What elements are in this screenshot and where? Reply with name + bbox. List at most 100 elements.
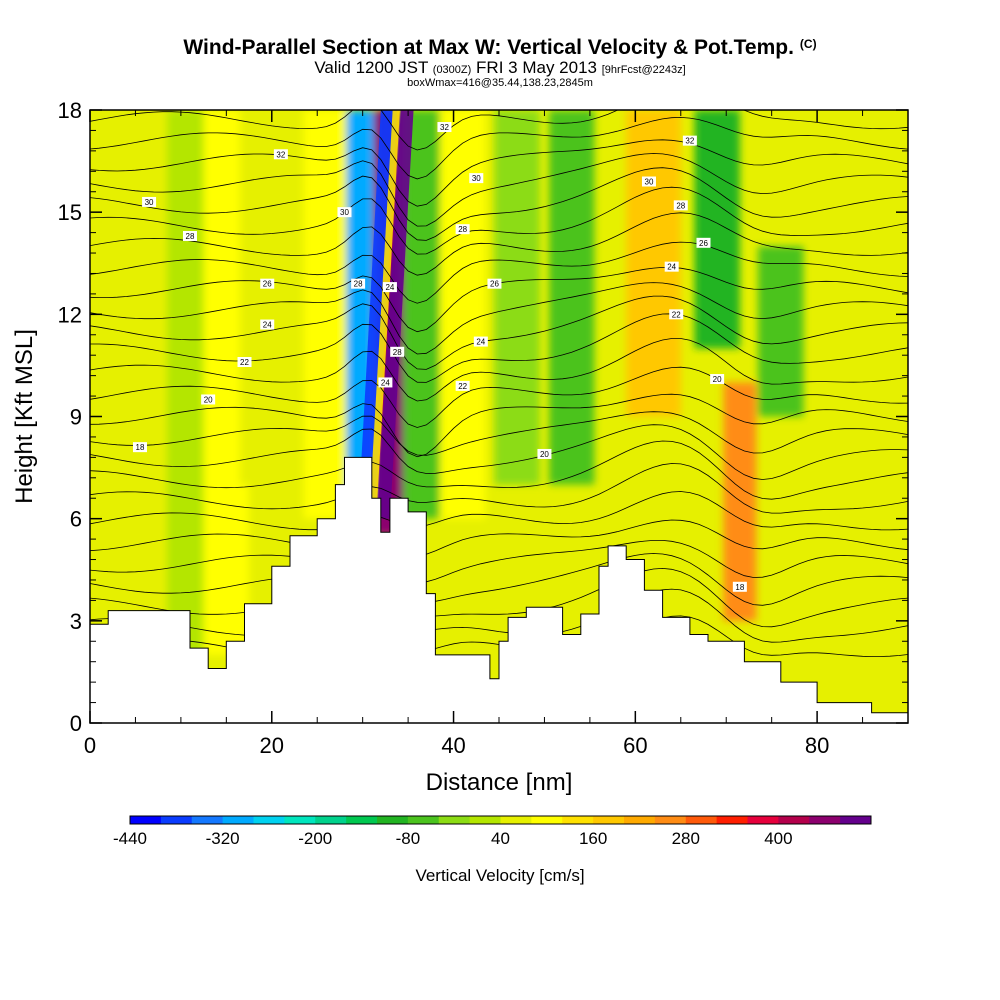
chart-subtitle: Valid 1200 JST (0300Z) FRI 3 May 2013 [9… xyxy=(0,58,1000,78)
contour-label: 20 xyxy=(710,374,725,385)
contour-label-bg xyxy=(201,394,216,405)
contour-label-bg xyxy=(142,196,157,207)
y-tick-label: 18 xyxy=(58,98,82,123)
theta-contour xyxy=(90,116,908,180)
contour-label-bg xyxy=(378,377,393,388)
contour-label-text: 30 xyxy=(145,198,154,207)
field-bands xyxy=(94,110,890,723)
y-tick-label: 12 xyxy=(58,302,82,327)
contour-label-text: 18 xyxy=(136,443,145,452)
contour-label-text: 24 xyxy=(385,283,394,292)
contour-label: 32 xyxy=(437,122,452,133)
contour-label: 22 xyxy=(455,380,470,391)
contour-label-bg xyxy=(469,173,484,184)
colorbar-swatch xyxy=(438,816,471,824)
colorbar-tick-label: -200 xyxy=(298,829,332,848)
contour-label-text: 26 xyxy=(263,280,272,289)
contour-label-bg xyxy=(237,357,252,368)
subtitle-utc: (0300Z) xyxy=(432,64,472,76)
contour-label: 24 xyxy=(664,261,679,272)
colorbar-tick-label: 40 xyxy=(491,829,510,848)
velocity-band xyxy=(403,110,440,519)
subtitle-forecast: [9hrFcst@2243z] xyxy=(601,64,686,76)
velocity-band xyxy=(758,246,804,417)
colorbar-swatch xyxy=(222,816,254,824)
colorbar-tick-label: -320 xyxy=(206,829,240,848)
colorbar-tick-label: 400 xyxy=(764,829,792,848)
contour-label: 26 xyxy=(260,278,275,289)
colorbar-tick-label: 160 xyxy=(579,829,607,848)
contour-label-text: 32 xyxy=(685,137,694,146)
contour-label-bg xyxy=(337,207,352,218)
contour-label-bg xyxy=(132,442,147,453)
colorbar-swatch xyxy=(346,816,378,824)
contour-label: 28 xyxy=(351,278,366,289)
colorbar-swatch xyxy=(593,816,625,824)
contour-label-text: 28 xyxy=(186,232,195,241)
contour-label-text: 24 xyxy=(667,263,676,272)
colorbar-swatch xyxy=(377,816,409,824)
y-tick-label: 15 xyxy=(58,200,82,225)
contour-label-text: 20 xyxy=(713,375,722,384)
contour-label-text: 28 xyxy=(393,348,402,357)
terrain xyxy=(90,456,908,723)
contour-label-bg xyxy=(260,319,275,330)
y-tick-label: 3 xyxy=(70,609,82,634)
contour-label-text: 32 xyxy=(276,150,285,159)
velocity-band xyxy=(239,110,286,485)
theta-contour xyxy=(90,295,908,370)
y-axis-label: Height [Kft MSL] xyxy=(11,329,38,504)
contour-label-bg xyxy=(710,374,725,385)
contour-label-bg xyxy=(537,448,552,459)
velocity-band xyxy=(694,110,740,349)
contour-label-bg xyxy=(669,309,684,320)
velocity-band xyxy=(494,110,540,485)
theta-contour xyxy=(90,241,908,304)
contour-label: 20 xyxy=(201,394,216,405)
chart-subtitle-box: boxWmax=416@35.44,138.23,2845m xyxy=(407,77,593,89)
contour-label-text: 32 xyxy=(440,123,449,132)
contour-label-text: 28 xyxy=(458,225,467,234)
contour-label-bg xyxy=(682,135,697,146)
colorbar-tick-label: -440 xyxy=(113,829,147,848)
contour-label-text: 18 xyxy=(735,583,744,592)
contour-label-text: 22 xyxy=(240,358,249,367)
colorbar-swatch xyxy=(191,816,224,824)
x-tick-label: 20 xyxy=(260,733,284,758)
contour-label-text: 30 xyxy=(340,208,349,217)
contour-label-bg xyxy=(260,278,275,289)
colorbar-swatch xyxy=(624,816,656,824)
x-tick-label: 60 xyxy=(623,733,647,758)
contour-label: 32 xyxy=(273,149,288,160)
colorbar-swatch xyxy=(685,816,718,824)
colorbar-swatch xyxy=(716,816,748,824)
velocity-band xyxy=(723,382,757,621)
theta-contour xyxy=(90,212,908,276)
x-tick-label: 40 xyxy=(441,733,465,758)
colorbar: -440 -320 -200 -80 40 160 280 400 Vertical Veloc… xyxy=(113,815,872,885)
theta-contour xyxy=(90,139,908,207)
theta-contour xyxy=(90,282,908,355)
subtitle-date: FRI 3 May 2013 xyxy=(476,58,597,77)
contour-label: 32 xyxy=(682,135,697,146)
contour-label-bg xyxy=(673,200,688,211)
contour-label-text: 20 xyxy=(204,395,213,404)
contour-label: 24 xyxy=(473,336,488,347)
x-tick-label: 80 xyxy=(805,733,829,758)
colorbar-swatch xyxy=(315,816,347,824)
theta-contour xyxy=(90,411,908,456)
colorbar-swatch xyxy=(469,816,501,824)
contour-label-text: 30 xyxy=(645,178,654,187)
contour-label-bg xyxy=(641,176,656,187)
colorbar-swatch xyxy=(407,816,440,824)
theta-contour xyxy=(90,366,908,428)
colorbar-swatch xyxy=(562,816,594,824)
velocity-band xyxy=(303,110,350,519)
subtitle-valid: Valid 1200 JST xyxy=(314,58,429,77)
colorbar-swatch xyxy=(284,816,316,824)
contour-label: 18 xyxy=(132,442,147,453)
theta-contours xyxy=(90,110,908,658)
velocity-band xyxy=(94,110,140,519)
contour-label: 30 xyxy=(641,176,656,187)
